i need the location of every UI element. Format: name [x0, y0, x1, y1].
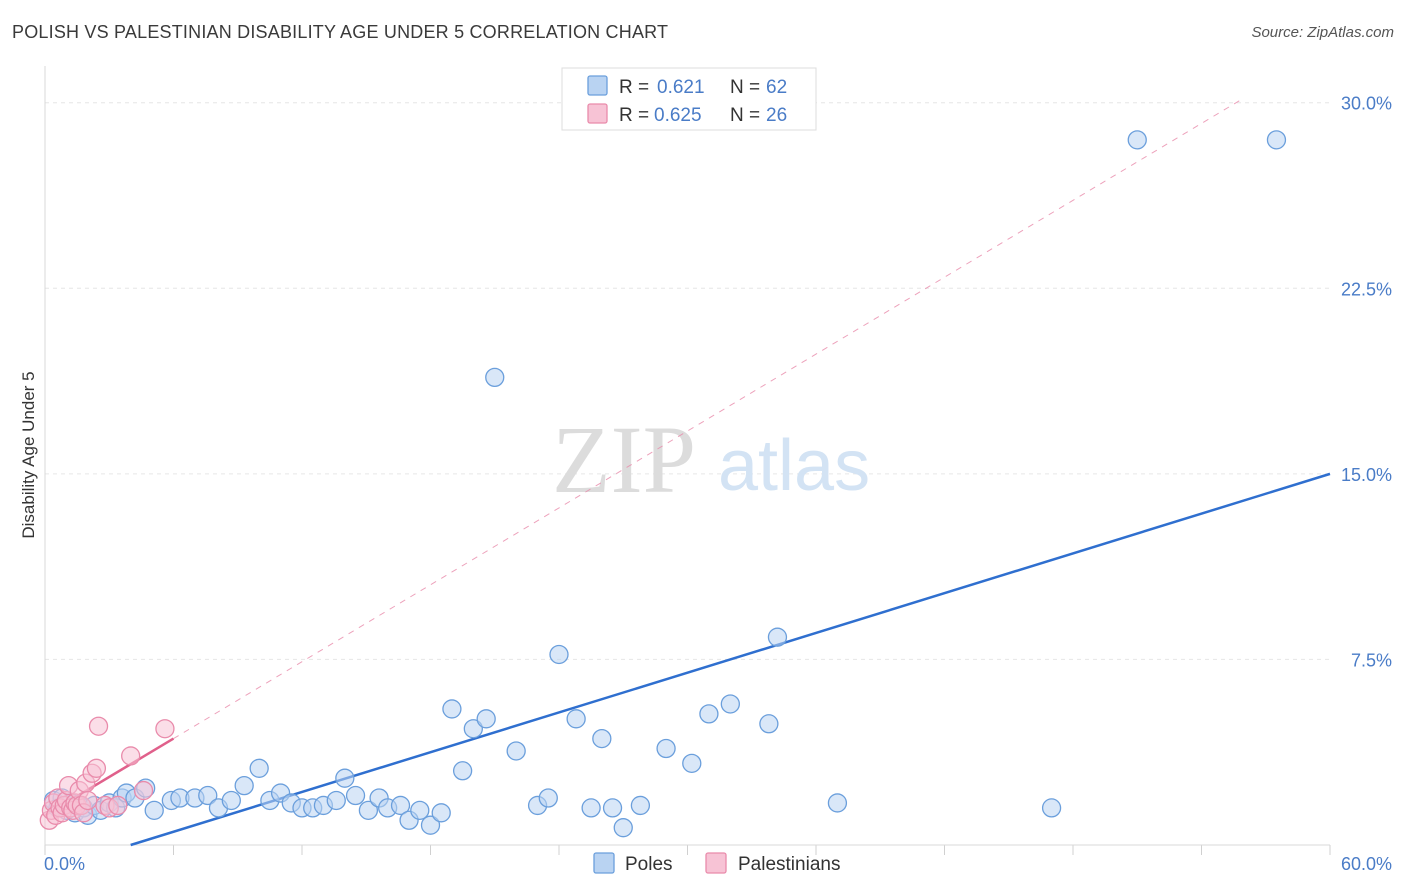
bottom-legend-palestinians: Palestinians [738, 854, 840, 875]
trendline-poles [130, 472, 1331, 847]
poles-point-60 [699, 704, 719, 724]
trendline-palestinians-extension [173, 97, 1245, 740]
legend-poles-r-value: 0.621 [657, 77, 705, 98]
y-tick-label-3: 30.0% [1341, 94, 1392, 114]
poles-point-32 [326, 790, 346, 811]
bottom-legend-poles: Poles [625, 854, 673, 875]
palestinians-point-24 [108, 795, 128, 816]
legend-poles-n-label: N = [730, 77, 760, 98]
x-tick-label-max: 60.0% [1341, 854, 1392, 874]
y-tick-label-0: 7.5% [1351, 650, 1392, 670]
chart-title: POLISH VS PALESTINIAN DISABILITY AGE UND… [12, 22, 669, 42]
poles-point-41 [420, 815, 441, 835]
palestinians-point-21 [88, 716, 109, 736]
poles-point-56 [613, 818, 633, 838]
poles-point-53 [581, 798, 601, 818]
palestinians-point-20 [86, 758, 107, 778]
series-palestinians-points [39, 716, 175, 830]
poles-point-34 [345, 785, 366, 806]
poles-point-66 [1127, 130, 1147, 150]
palestinians-point-26 [133, 780, 154, 801]
poles-point-51 [549, 644, 569, 665]
poles-point-57 [630, 795, 651, 816]
watermark: ZIP atlas [552, 406, 870, 513]
poles-point-59 [682, 753, 702, 774]
poles-point-40 [410, 800, 430, 821]
poles-point-24 [234, 775, 254, 796]
legend-poles-r-label: R = [619, 77, 649, 98]
legend-swatch-palestinians [587, 103, 608, 124]
legend-palestinians-n-label: N = [730, 105, 760, 126]
y-axis-label: Disability Age Under 5 [19, 371, 38, 538]
series-legend: Poles Palestinians [593, 852, 840, 875]
poles-point-38 [390, 795, 411, 816]
poles-point-23 [221, 790, 241, 811]
poles-point-62 [759, 714, 779, 734]
legend-swatch-poles [587, 75, 608, 96]
poles-point-63 [767, 627, 788, 647]
palestinians-point-18 [78, 790, 98, 811]
poles-point-44 [452, 761, 473, 781]
poles-point-52 [566, 709, 586, 729]
poles-point-61 [720, 694, 740, 714]
series-poles-points [43, 130, 1287, 838]
y-axis-ticks: 7.5% 15.0% 22.5% 30.0% [1341, 94, 1392, 671]
poles-point-55 [602, 798, 623, 818]
poles-point-48 [506, 741, 526, 761]
correlation-legend: R = 0.621 N = 62 R = 0.625 N = 26 [561, 67, 817, 131]
poles-point-33 [335, 768, 355, 788]
x-tick-label-min: 0.0% [44, 854, 85, 874]
palestinians-point-25 [121, 746, 141, 766]
watermark-zip: ZIP [552, 406, 696, 513]
poles-point-58 [656, 738, 676, 759]
source-credit: Source: ZipAtlas.com [1251, 24, 1394, 41]
poles-point-17 [144, 800, 164, 821]
poles-point-43 [442, 699, 462, 719]
legend-poles-n-value: 62 [766, 77, 787, 98]
poles-point-25 [249, 758, 269, 778]
poles-point-64 [827, 793, 848, 813]
legend-palestinians-r-value: 0.625 [654, 105, 702, 126]
poles-point-45 [463, 719, 483, 739]
y-tick-label-2: 22.5% [1341, 279, 1392, 299]
x-axis-ticks: 0.0% 60.0% [44, 854, 1392, 874]
palestinians-point-27 [155, 719, 175, 739]
poles-point-54 [592, 728, 612, 749]
watermark-atlas: atlas [718, 426, 870, 506]
y-tick-label-1: 15.0% [1341, 465, 1392, 485]
poles-point-35 [358, 800, 379, 821]
poles-point-65 [1041, 798, 1062, 818]
bottom-legend-swatch-palestinians [705, 852, 727, 874]
poles-point-67 [1266, 130, 1287, 150]
bottom-legend-swatch-poles [593, 852, 615, 874]
poles-point-42 [431, 803, 451, 823]
poles-point-50 [538, 788, 558, 808]
poles-point-46 [476, 709, 496, 729]
legend-palestinians-r-label: R = [619, 105, 649, 126]
poles-point-47 [485, 367, 505, 388]
legend-palestinians-n-value: 26 [766, 105, 787, 126]
poles-point-21 [198, 785, 218, 806]
